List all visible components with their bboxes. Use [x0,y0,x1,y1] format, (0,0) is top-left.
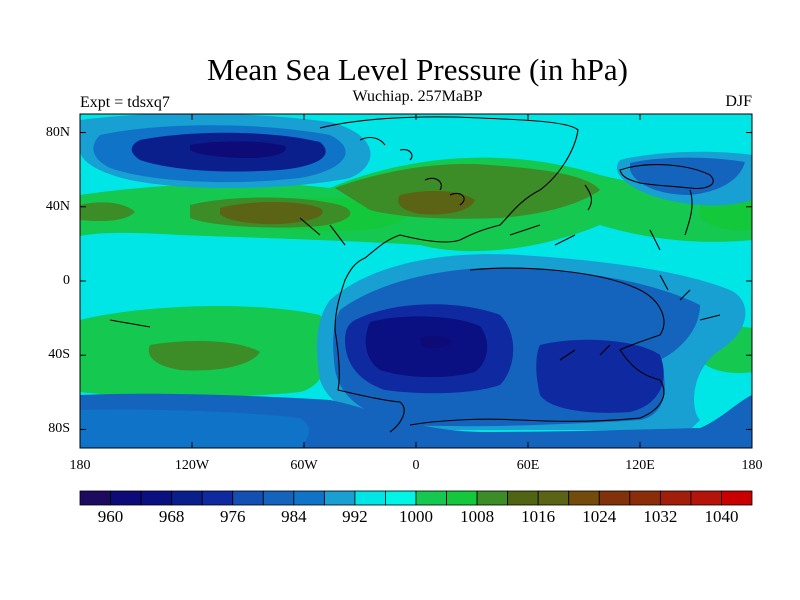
y-tick-label: 80N [45,124,70,140]
experiment-label: Expt = tdsxq7 [80,94,170,111]
colorbar-swatch [446,490,478,506]
gondwana-east-low [536,339,664,413]
contour-field [80,114,752,448]
coastlines [109,116,721,433]
colorbar-label: 1024 [582,507,617,526]
colorbar-label: 1000 [399,507,433,526]
x-tick-label: 60W [290,458,318,473]
y-tick-label: 80S [48,421,70,437]
colorbar-swatch [385,490,417,506]
colorbar-label: 1032 [643,507,678,526]
colorbar-label: 1008 [460,507,495,526]
x-tick-label: 60E [516,458,540,473]
northeast-coastlines [584,184,693,236]
colorbar-swatch [293,490,325,506]
colorbar-swatch [262,490,295,506]
tick-marks [79,114,753,448]
map-title: Mean Sea Level Pressure (in hPa) [207,52,628,87]
colorbar-swatch [201,490,234,506]
colorbar-label: 1016 [521,507,556,526]
colorbar-swatch [354,490,386,506]
colorbar-swatch [629,490,661,506]
colorbar-swatch [721,490,753,506]
colorbar-swatch [690,490,722,506]
colorbar-swatch [598,490,631,506]
minor-coastlines [109,217,721,361]
tethys-olive-core [398,190,475,215]
southern-ocean-band [80,409,309,448]
colorbar-label: 976 [219,507,246,526]
x-tick-label: 180 [69,458,91,473]
x-tick-label: 0 [412,458,420,473]
season-label: DJF [725,93,752,110]
colorbar-label: 992 [342,507,368,526]
y-tick-label: 0 [63,273,70,288]
colorbar-swatch [568,490,600,506]
colorbar-swatch [415,490,447,506]
x-tick-label: 120E [625,458,655,473]
colorbar-swatch [537,490,570,506]
tethys-islands [359,136,465,206]
colorbar-swatch [171,490,203,506]
colorbar-swatch [659,490,692,506]
west-olive [80,202,135,222]
colorbar-swatch [476,490,509,506]
x-tick-label: 120W [174,458,210,473]
pangea-west-coast [319,116,579,433]
colorbar-swatch [140,490,173,506]
colorbar-swatch [323,490,356,506]
map-subtitle: Wuchiap. 257MaBP [352,88,483,105]
atlantic-olive-core [220,202,323,225]
east-continent [619,164,714,189]
north-pacific-low-core [190,141,286,158]
colorbar-swatch [232,490,264,506]
colorbar-label: 960 [97,507,124,526]
colorbar-label: 968 [158,507,185,526]
y-tick-label: 40S [48,347,70,363]
colorbar [79,490,753,506]
colorbar-label: 1040 [704,507,739,526]
colorbar-swatch [507,490,539,506]
colorbar-swatch [79,490,111,506]
y-tick-label: 40N [45,198,70,214]
colorbar-label: 984 [281,507,307,526]
colorbar-swatch [110,490,142,506]
south-olive [148,340,260,371]
x-tick-label: 180 [741,458,763,473]
gondwana-coast [409,267,665,426]
gondwana-low-center [420,335,452,349]
